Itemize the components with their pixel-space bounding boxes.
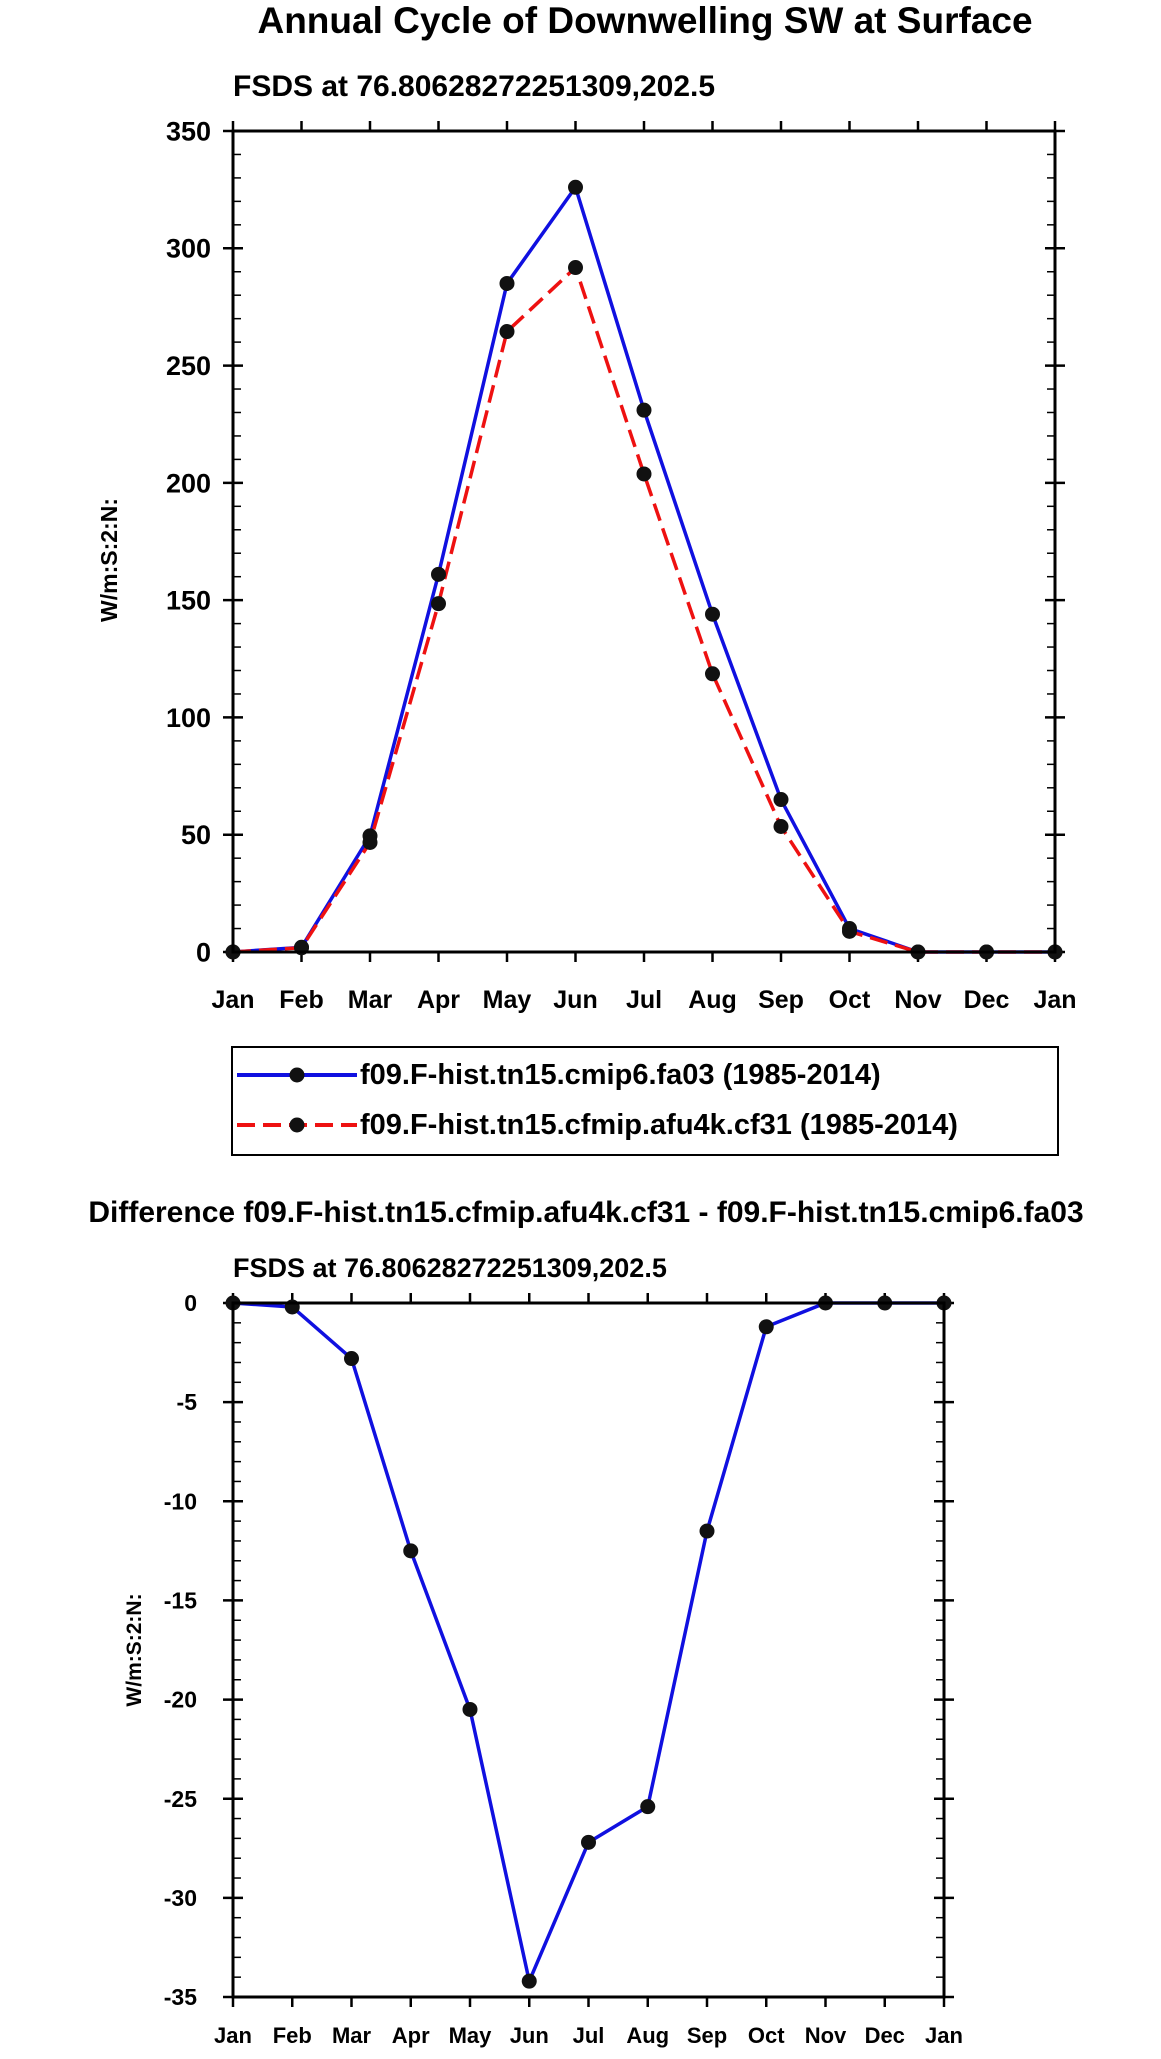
y-tick-label: -35 — [164, 1984, 197, 2010]
x-tick-label: Aug — [626, 2023, 669, 2048]
x-tick-label: Jun — [553, 986, 597, 1014]
x-tick-label: Nov — [894, 986, 941, 1014]
data-point — [499, 275, 515, 291]
chart-title: Annual Cycle of Downwelling SW at Surfac… — [257, 0, 1032, 41]
chart-title: Difference f09.F-hist.tn15.cfmip.afu4k.c… — [88, 1196, 1083, 1229]
series-line-1 — [232, 185, 1055, 954]
data-point — [699, 1523, 715, 1539]
y-tick-label: -20 — [164, 1687, 197, 1713]
x-tick-label: Mar — [348, 986, 393, 1014]
tick-group: Jan Feb Mar Apr May Jun Jul Aug Sep Oct Nov Dec Jan 0… — [164, 1290, 963, 2048]
legend-label-cfmip: f09.F-hist.tn15.cfmip.afu4k.cf31 (1985-2… — [360, 1109, 958, 1141]
data-point — [705, 666, 720, 682]
data-point — [362, 834, 378, 850]
chart-subtitle: FSDS at 76.80628272251309,202.5 — [233, 70, 715, 103]
y-tick-label: -10 — [164, 1488, 197, 1514]
data-point — [636, 466, 652, 482]
plot-frame — [231, 1301, 946, 1999]
chart-difference: Difference f09.F-hist.tn15.cfmip.afu4k.c… — [88, 1196, 1083, 2048]
x-tick-label: Feb — [279, 986, 323, 1014]
y-tick-label: 50 — [181, 820, 211, 850]
y-axis-label: W/m:S:2:N: — [123, 1593, 146, 1706]
y-tick-label: 100 — [166, 703, 211, 733]
data-point — [431, 566, 446, 582]
y-tick-label: 250 — [166, 351, 211, 381]
plot-frame — [231, 129, 1057, 954]
x-tick-label: Jul — [626, 986, 662, 1014]
x-tick-label: Mar — [332, 2023, 372, 2048]
data-point — [403, 1543, 419, 1559]
legend-marker-cmip6 — [289, 1067, 305, 1083]
legend-label-cmip6: f09.F-hist.tn15.cmip6.fa03 (1985-2014) — [360, 1059, 881, 1091]
y-tick-label: 150 — [166, 586, 211, 616]
x-tick-label: Dec — [865, 2023, 905, 2048]
series-line-1 — [232, 1301, 944, 1983]
legend-box — [231, 1046, 1059, 1156]
x-tick-label: Jun — [510, 2023, 549, 2048]
y-tick-label: -5 — [177, 1389, 198, 1415]
series-group — [225, 179, 1063, 960]
legend-marker-cfmip — [289, 1117, 305, 1133]
data-point — [773, 819, 789, 835]
x-tick-label: Oct — [829, 986, 871, 1014]
data-point — [568, 179, 583, 195]
x-tick-label: Jan — [214, 2023, 252, 2048]
series-group — [225, 1295, 952, 1989]
y-tick-label: 300 — [166, 234, 211, 264]
x-tick-label: Oct — [748, 2023, 785, 2048]
y-tick-label: 350 — [166, 116, 211, 146]
x-tick-label: Aug — [688, 986, 737, 1014]
y-tick-label: 200 — [166, 468, 211, 498]
tick-group: Jan Feb Mar Apr May Jun Jul Aug Sep Oct Nov Dec Jan0… — [166, 116, 1077, 1014]
x-tick-label: Feb — [273, 2023, 312, 2048]
x-tick-label: May — [483, 986, 532, 1014]
x-tick-label: Jan — [1033, 986, 1076, 1014]
series-line-2 — [232, 265, 1055, 954]
y-tick-label: 0 — [196, 937, 211, 967]
x-tick-label: Jan — [925, 2023, 963, 2048]
chart-subtitle: FSDS at 76.80628272251309,202.5 — [233, 1253, 667, 1283]
data-point — [499, 324, 515, 340]
data-point — [581, 1834, 596, 1850]
data-point — [344, 1351, 359, 1367]
data-point — [758, 1319, 774, 1335]
y-tick-label: -25 — [164, 1786, 197, 1812]
data-point — [568, 260, 583, 276]
x-tick-label: Apr — [392, 2023, 430, 2048]
data-point — [636, 402, 652, 418]
legend: f09.F-hist.tn15.cmip6.fa03 (1985-2014) f… — [231, 1046, 1059, 1156]
x-tick-label: Jul — [573, 2023, 605, 2048]
x-tick-label: May — [449, 2023, 493, 2048]
data-point — [462, 1701, 478, 1717]
x-tick-label: Apr — [417, 986, 460, 1014]
y-tick-label: -30 — [164, 1885, 197, 1911]
x-tick-label: Sep — [687, 2023, 727, 2048]
x-tick-label: Jan — [211, 986, 254, 1014]
data-point — [705, 606, 720, 622]
y-tick-label: 0 — [184, 1290, 197, 1316]
x-tick-label: Dec — [964, 986, 1010, 1014]
data-point — [521, 1973, 537, 1989]
data-point — [431, 596, 446, 612]
x-tick-label: Sep — [758, 986, 804, 1014]
y-tick-label: -15 — [164, 1587, 197, 1613]
data-point — [842, 923, 857, 939]
y-axis-label: W/m:S:2:N: — [96, 498, 122, 622]
chart-annual-cycle: Annual Cycle of Downwelling SW at Surfac… — [96, 0, 1077, 1014]
data-point — [773, 792, 789, 808]
data-point — [640, 1799, 656, 1815]
x-tick-label: Nov — [805, 2023, 847, 2048]
